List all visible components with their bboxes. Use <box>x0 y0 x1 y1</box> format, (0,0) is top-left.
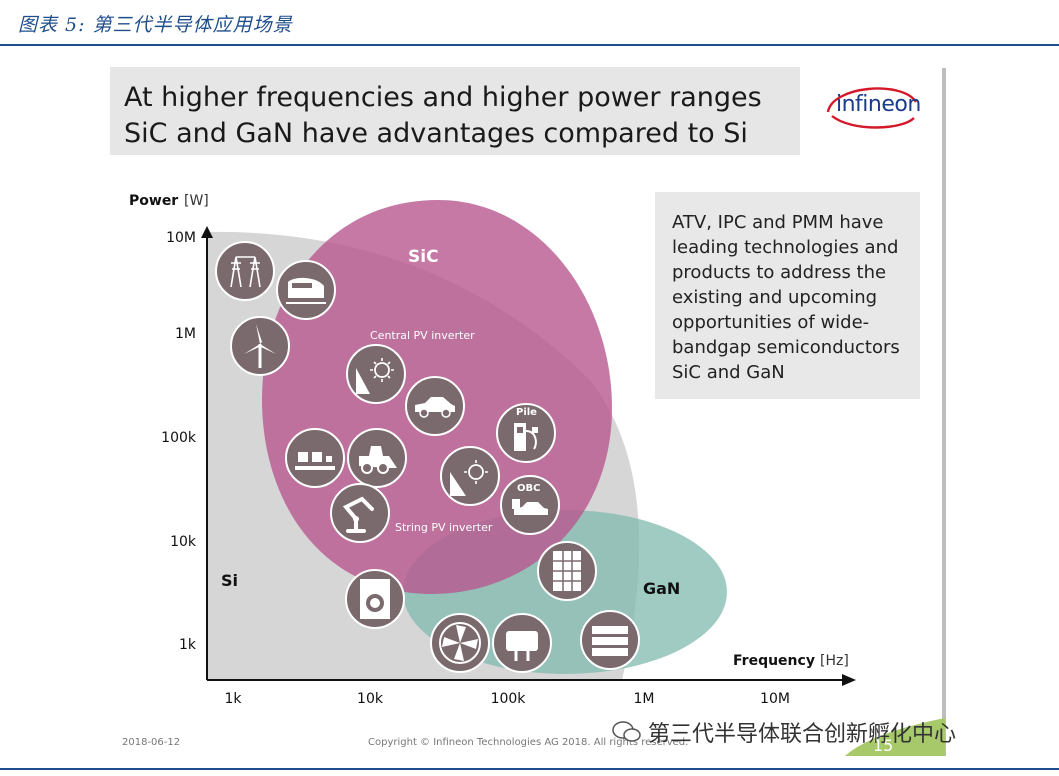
wechat-icon <box>612 721 641 742</box>
x-tick: 10k <box>357 691 384 707</box>
figure-caption: 图表 5: 第三代半导体应用场景 <box>18 14 293 36</box>
wind-turbine-icon <box>230 316 290 376</box>
watermark: 第三代半导体联合创新孵化中心 <box>612 716 956 748</box>
y-tick: 1k <box>179 637 197 653</box>
y-axis-title: Power <box>129 193 178 209</box>
string-pv-icon <box>440 446 500 506</box>
x-tick: 100k <box>491 691 527 707</box>
footer-copyright: Copyright © Infineon Technologies AG 201… <box>368 737 689 748</box>
page-corner-graphic: 15 <box>845 718 945 756</box>
server-rack-icon <box>537 541 597 601</box>
y-axis-unit: [W] <box>184 193 209 209</box>
fan-icon <box>430 613 490 673</box>
sic-label: SiC <box>408 247 439 267</box>
info-box <box>655 192 920 399</box>
logistics-icon <box>285 428 345 488</box>
charging-pile-icon <box>496 403 556 463</box>
top-rule <box>0 44 1059 46</box>
infineon-logo-icon <box>826 87 918 129</box>
y-tick: 10M <box>166 230 196 246</box>
x-axis-arrow-icon <box>842 674 856 686</box>
y-tick: 1M <box>175 326 196 342</box>
si-label: Si <box>221 571 238 590</box>
construction-vehicle-icon <box>347 428 407 488</box>
industrial-robot-icon <box>330 483 390 543</box>
central-pv-label: Central PV inverter <box>370 329 475 342</box>
x-tick: 1M <box>634 691 655 707</box>
electric-car-icon <box>405 376 465 436</box>
network-server-icon <box>580 610 640 670</box>
y-tick: 10k <box>170 534 197 550</box>
bottom-rule <box>0 768 1059 770</box>
obc-label: OBC <box>517 483 540 494</box>
y-axis-arrow-icon <box>201 226 213 238</box>
title-box <box>110 67 800 155</box>
slide-title: At higher frequencies and higher power r… <box>124 82 762 149</box>
x-tick: 10M <box>760 691 790 707</box>
y-tick: 100k <box>161 430 197 446</box>
pile-label: Pile <box>516 407 537 418</box>
watermark-text: 第三代半导体联合创新孵化中心 <box>648 722 957 747</box>
onboard-charger-icon <box>500 475 560 535</box>
x-axis-title: Frequency <box>733 653 815 669</box>
info-text: ATV, IPC and PMM have leading technologi… <box>672 212 900 383</box>
power-adapter-icon <box>492 613 552 673</box>
footer-date: 2018-06-12 <box>122 737 181 748</box>
central-pv-icon <box>346 344 406 404</box>
power-grid-icon <box>215 241 275 301</box>
x-tick: 1k <box>224 691 242 707</box>
train-icon <box>276 260 336 320</box>
x-axis-unit: [Hz] <box>820 653 849 669</box>
gan-label: GaN <box>643 579 680 598</box>
page-number: 15 <box>873 736 893 755</box>
string-pv-label: String PV inverter <box>395 521 493 534</box>
logo-text: infineon <box>836 92 921 117</box>
slide-shadow <box>942 68 946 756</box>
washing-machine-icon <box>345 569 405 629</box>
